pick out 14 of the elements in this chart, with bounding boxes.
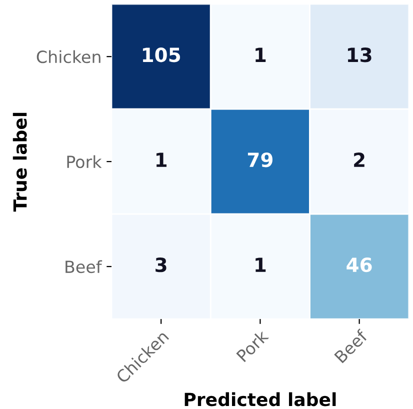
x-axis-title: Predicted label [184,392,336,406]
y-tick-label: Beef [66,260,102,274]
data-label: 1 [256,258,266,272]
data-label: 3 [156,257,166,272]
data-label: 2 [354,152,364,167]
y-tick-label: Chicken [36,50,100,64]
data-label: 46 [346,257,372,272]
data-label: 105 [142,48,180,62]
data-label: 13 [348,48,372,62]
data-label: 1 [256,48,266,62]
data-label: 1 [156,152,166,167]
data-label: 79 [248,152,272,168]
y-tick-label: Pork [67,155,102,168]
y-axis-title: True label [12,112,27,212]
